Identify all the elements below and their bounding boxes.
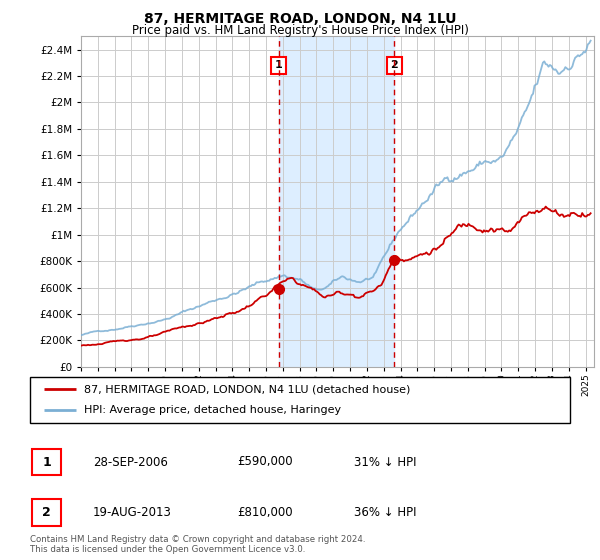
Text: 2: 2 xyxy=(42,506,51,519)
Text: 19-AUG-2013: 19-AUG-2013 xyxy=(93,506,172,519)
Text: HPI: Average price, detached house, Haringey: HPI: Average price, detached house, Hari… xyxy=(84,405,341,416)
Text: 28-SEP-2006: 28-SEP-2006 xyxy=(93,455,168,469)
Text: Price paid vs. HM Land Registry's House Price Index (HPI): Price paid vs. HM Land Registry's House … xyxy=(131,24,469,36)
Text: 87, HERMITAGE ROAD, LONDON, N4 1LU (detached house): 87, HERMITAGE ROAD, LONDON, N4 1LU (deta… xyxy=(84,384,410,394)
Text: 2: 2 xyxy=(391,60,398,71)
Text: 36% ↓ HPI: 36% ↓ HPI xyxy=(354,506,416,519)
Text: £810,000: £810,000 xyxy=(237,506,293,519)
Bar xyxy=(278,36,394,367)
Text: 87, HERMITAGE ROAD, LONDON, N4 1LU: 87, HERMITAGE ROAD, LONDON, N4 1LU xyxy=(144,12,456,26)
Text: 31% ↓ HPI: 31% ↓ HPI xyxy=(354,455,416,469)
FancyBboxPatch shape xyxy=(30,377,570,423)
Text: 1: 1 xyxy=(275,60,283,71)
Text: £590,000: £590,000 xyxy=(237,455,293,469)
Text: Contains HM Land Registry data © Crown copyright and database right 2024.
This d: Contains HM Land Registry data © Crown c… xyxy=(30,535,365,554)
Text: 1: 1 xyxy=(42,455,51,469)
